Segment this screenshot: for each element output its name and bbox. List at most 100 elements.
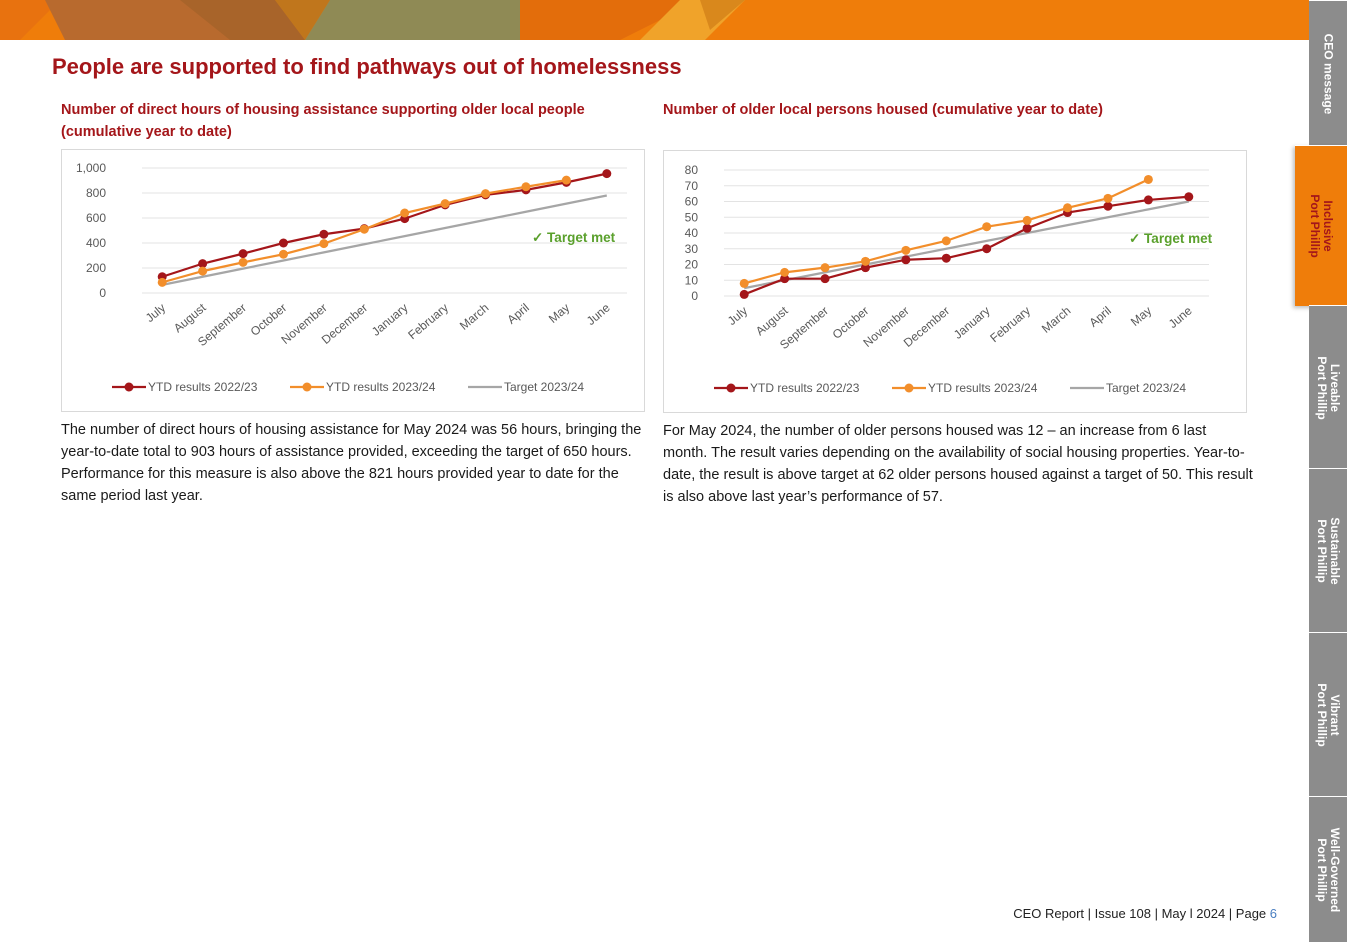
x-tick-label: March [1039, 304, 1074, 336]
data-point [1143, 174, 1153, 184]
data-point [1103, 193, 1113, 203]
tab-liveable[interactable]: Liveable Port Phillip [1309, 305, 1347, 469]
data-point [157, 277, 167, 287]
tab-inclusive[interactable]: Inclusive Port Phillip [1295, 145, 1347, 306]
y-tick-label: 0 [691, 289, 698, 303]
data-point [521, 182, 531, 192]
tab-label: Sustainable Port Phillip [1315, 517, 1342, 585]
data-point [198, 266, 208, 276]
x-tick-label: May [546, 301, 572, 326]
data-point [982, 222, 992, 232]
chart-1-description: The number of direct hours of housing as… [61, 422, 642, 504]
data-point [941, 253, 951, 263]
chart-2-description: For May 2024, the number of older person… [663, 423, 1253, 505]
data-point [820, 274, 830, 284]
x-tick-label: January [369, 301, 411, 339]
banner-pattern [0, 0, 745, 40]
tab-vibrant[interactable]: Vibrant Port Phillip [1309, 632, 1347, 797]
data-point [1103, 201, 1113, 211]
chart-1-title: Number of direct hours of housing assist… [61, 102, 585, 140]
series-line [743, 178, 1149, 285]
target-met-label: ✓ Target met [1129, 231, 1213, 246]
data-point [319, 229, 329, 239]
y-tick-label: 200 [86, 261, 106, 275]
legend-marker [302, 382, 312, 392]
data-point [982, 244, 992, 254]
tab-label: Well-Governed Port Phillip [1315, 827, 1342, 912]
y-tick-label: 40 [685, 226, 699, 240]
data-point [780, 274, 790, 284]
data-point [602, 169, 612, 179]
data-point [1022, 215, 1032, 225]
data-point [1022, 223, 1032, 233]
y-tick-label: 70 [685, 179, 699, 193]
series-line [743, 195, 1189, 296]
x-tick-label: July [725, 304, 750, 328]
legend-label: Target 2023/24 [504, 380, 584, 394]
y-tick-label: 60 [685, 195, 699, 209]
data-point [901, 245, 911, 255]
data-point [941, 236, 951, 246]
data-point [739, 278, 749, 288]
data-point [198, 259, 208, 269]
data-point [400, 208, 410, 218]
data-point [359, 224, 369, 234]
legend-marker [726, 383, 736, 393]
legend-label: Target 2023/24 [1106, 381, 1186, 395]
x-tick-label: February [405, 301, 451, 343]
tab-ceo-message[interactable]: CEO message [1309, 0, 1347, 146]
page-footer: CEO Report | Issue 108 | May l 2024 | Pa… [1013, 906, 1277, 921]
data-point [278, 249, 288, 259]
legend-marker [904, 383, 914, 393]
x-tick-label: July [143, 301, 168, 325]
x-tick-label: March [457, 301, 492, 333]
series-line [743, 200, 1190, 290]
tab-label: Vibrant Port Phillip [1315, 683, 1342, 747]
y-tick-label: 20 [685, 258, 699, 272]
x-tick-label: February [987, 304, 1033, 346]
top-banner [0, 0, 1310, 40]
tab-label: CEO message [1321, 33, 1336, 114]
chart-1: 0 200 400 600 800 1,000 July August September Oct… [61, 149, 645, 412]
data-point [1063, 203, 1073, 213]
data-point [561, 175, 571, 185]
data-point [739, 289, 749, 299]
data-point [238, 257, 248, 267]
tab-sustainable[interactable]: Sustainable Port Phillip [1309, 468, 1347, 633]
data-point [860, 256, 870, 266]
x-tick-label: June [1166, 303, 1195, 331]
tab-label: Liveable Port Phillip [1315, 355, 1342, 420]
y-tick-label: 600 [86, 211, 106, 225]
x-tick-label: May [1128, 304, 1154, 329]
target-met-label: ✓ Target met [532, 230, 616, 245]
tab-well-governed[interactable]: Well-Governed Port Phillip [1309, 796, 1347, 942]
page-number: 6 [1269, 906, 1277, 921]
y-tick-label: 50 [685, 210, 699, 224]
data-point [319, 239, 329, 249]
data-point [901, 255, 911, 265]
page-title: People are supported to find pathways ou… [52, 54, 682, 79]
y-tick-label: 1,000 [76, 161, 106, 175]
y-tick-label: 30 [685, 242, 699, 256]
data-point [481, 189, 491, 199]
series-line [161, 194, 608, 286]
legend-label: YTD results 2023/24 [326, 380, 436, 394]
data-point [1184, 192, 1194, 202]
data-point [860, 263, 870, 273]
tab-label: Inclusive Port Phillip [1308, 194, 1335, 258]
data-point [440, 199, 450, 209]
legend-label: YTD results 2022/23 [750, 381, 860, 395]
y-tick-label: 10 [685, 273, 699, 287]
series-line [161, 172, 608, 278]
legend-marker [124, 382, 134, 392]
y-tick-label: 0 [99, 286, 106, 300]
data-point [238, 249, 248, 259]
x-tick-label: April [1086, 304, 1113, 330]
data-point [278, 238, 288, 248]
legend-label: YTD results 2022/23 [148, 380, 258, 394]
legend-label: YTD results 2023/24 [928, 381, 1038, 395]
data-point [780, 267, 790, 277]
y-tick-label: 80 [685, 163, 699, 177]
